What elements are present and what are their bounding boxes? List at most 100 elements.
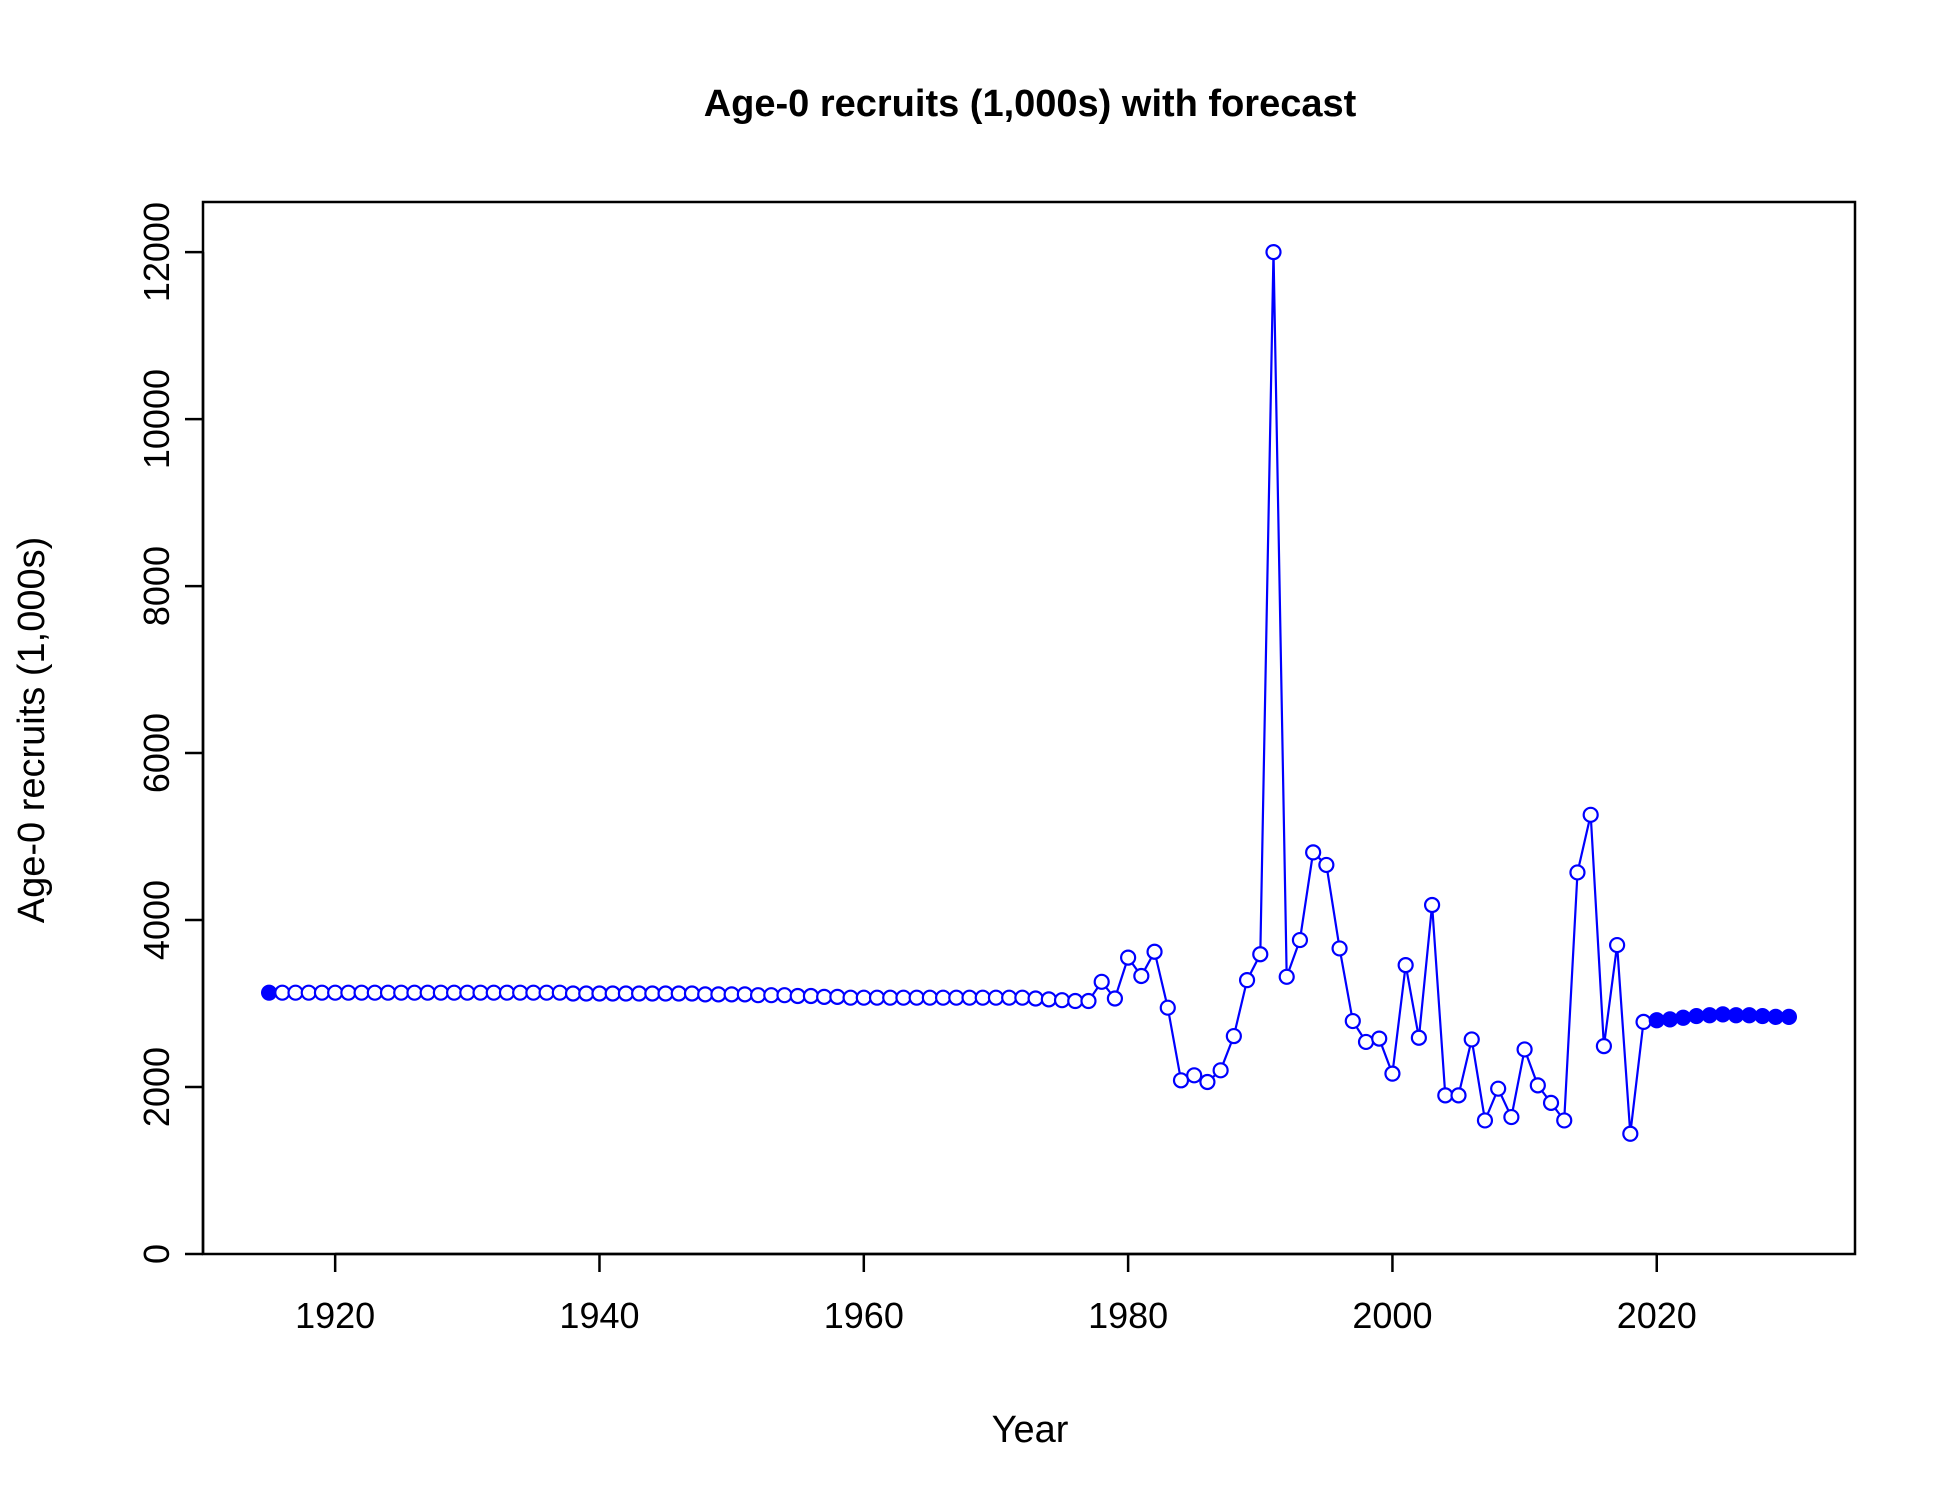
data-point [842,989,859,1006]
data-point [313,984,331,1001]
data-point [736,986,753,1003]
x-tick-label: 1920 [295,1295,375,1336]
data-point [1371,1030,1388,1047]
data-point [617,985,635,1002]
data-point [446,984,463,1001]
data-point [564,985,582,1002]
data-point [1159,999,1176,1016]
data-point [1331,940,1348,957]
data-point [1146,943,1163,960]
data-point [683,985,701,1002]
data-point [1305,844,1322,861]
data-point [379,984,397,1001]
data-point [1344,1012,1361,1030]
data-point [327,984,344,1001]
y-tick-label: 4000 [136,880,177,960]
data-point [1397,957,1414,974]
data-point [763,987,780,1004]
x-tick-label: 1960 [824,1295,904,1336]
data-point [631,985,648,1002]
data-point [1595,1038,1612,1055]
data-point [1582,806,1599,823]
data-point [749,987,767,1004]
data-point [604,985,621,1002]
x-tick-label: 2000 [1352,1295,1432,1336]
y-tick-label: 6000 [136,713,177,793]
chart-title: Age-0 recruits (1,000s) with forecast [704,83,1357,125]
data-point [393,984,410,1001]
forecast-point [1661,1011,1679,1028]
forecast-point [1754,1007,1771,1025]
data-point [1609,936,1626,954]
data-point [948,989,965,1006]
data-point [1265,243,1282,261]
data-point [551,984,568,1001]
data-point [987,989,1005,1006]
forecast-point [260,984,278,1001]
data-point [1225,1027,1242,1045]
data-point [1291,931,1309,949]
data-point [882,989,899,1006]
data-point [921,989,938,1006]
data-point [1106,990,1124,1007]
data-point [1357,1033,1375,1051]
y-tick-label: 0 [136,1244,177,1264]
data-point [1423,896,1441,914]
data-point [789,987,806,1005]
plot-frame [201,200,1857,1256]
data-point [1542,1094,1560,1111]
data-point [1040,991,1057,1008]
data-point [961,989,978,1006]
data-point [855,989,872,1006]
series-layer [260,243,1798,1142]
data-point [974,989,991,1006]
data-point [1463,1031,1480,1048]
forecast-point [1675,1009,1692,1026]
data-point [723,986,740,1003]
y-tick-label: 8000 [136,546,177,626]
data-point [908,989,925,1006]
data-point [1186,1067,1203,1084]
data-point [353,984,370,1001]
data-point [432,984,449,1001]
data-point [1384,1065,1401,1082]
data-point [1093,973,1110,990]
data-point [1450,1087,1467,1104]
data-point [1172,1072,1190,1089]
x-axis: 1920 1940 1960 1980 2000 2020 [295,1252,1697,1336]
data-point [578,985,595,1002]
data-point [512,984,529,1001]
data-point [485,984,502,1001]
data-point [1067,992,1084,1010]
data-point [1053,992,1071,1009]
data-point [1212,1062,1229,1079]
data-point [1080,992,1097,1010]
y-axis-label: Age-0 recruits (1,000s) [11,537,53,924]
data-point [1199,1073,1216,1091]
y-tick-label: 12000 [136,202,177,302]
forecast-point [1648,1012,1665,1029]
y-tick-label: 10000 [136,369,177,469]
data-point [300,984,317,1001]
data-point [1120,949,1137,966]
forecast-point [1701,1007,1718,1024]
data-point [644,985,661,1002]
data-point [1476,1112,1494,1129]
data-point [670,985,687,1002]
data-point [1001,989,1018,1006]
forecast-point [1767,1008,1784,1025]
x-tick-label: 2020 [1617,1295,1697,1336]
forecast-point [1688,1007,1705,1025]
data-point [868,989,886,1006]
data-point [1635,1013,1652,1030]
data-point [525,984,542,1001]
data-point [419,984,436,1001]
data-point [895,989,912,1006]
data-point [934,989,952,1006]
forecast-point [1727,1007,1745,1024]
y-tick-label: 2000 [136,1047,177,1127]
data-point [1490,1080,1507,1097]
data-point [1278,968,1295,985]
x-tick-label: 1940 [559,1295,639,1336]
data-point [287,984,304,1001]
